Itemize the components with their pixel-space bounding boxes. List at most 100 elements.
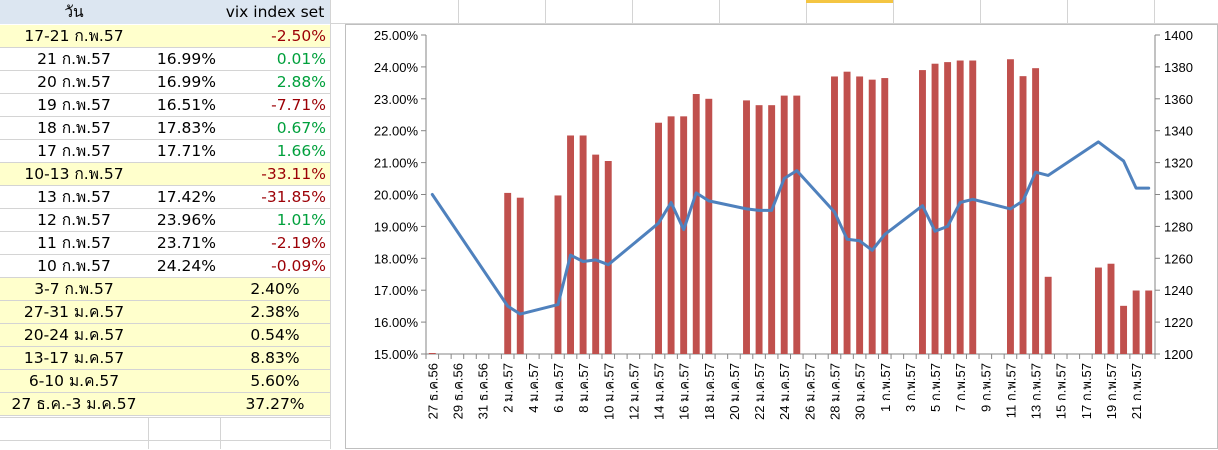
cell-change[interactable]: -0.09% [271,257,326,275]
y-right-tick-label: 1240 [1164,283,1193,298]
row-gridline [0,208,330,209]
table-row: 13 ก.พ.57 17.42% -31.85% [0,186,330,209]
bar [843,71,851,354]
cell-change[interactable]: 8.83% [250,349,300,367]
row-gridline [0,162,330,163]
cell-change[interactable]: -2.19% [271,234,326,252]
table-row: 3-7 ก.พ.57 2.40% [0,278,330,301]
bar [1132,290,1140,354]
cell-vix[interactable]: 24.24% [156,257,216,275]
cell-vix[interactable]: 23.96% [156,211,216,229]
cell-change[interactable]: 1.01% [276,211,326,229]
bar [692,94,700,354]
cell-change[interactable]: 0.54% [250,326,300,344]
cell-vix[interactable]: 23.71% [156,234,216,252]
bar [1019,76,1027,354]
row-gridline [0,185,330,186]
cell-vix[interactable] [148,393,220,416]
table-row: 17-21 ก.พ.57 -2.50% [0,25,330,48]
cell-change[interactable]: -7.71% [271,96,326,114]
cell-day[interactable]: 6-10 ม.ค.57 [28,372,120,390]
cell-change[interactable]: 2.38% [250,303,300,321]
cell-day[interactable]: 17 ก.พ.57 [37,142,111,160]
cell-vix[interactable]: 16.51% [156,96,216,114]
cell-day[interactable]: 21 ก.พ.57 [37,50,111,68]
table-row: 10 ก.พ.57 24.24% -0.09% [0,255,330,278]
bar [881,78,889,354]
row-gridline [0,47,330,48]
row-gridline [0,254,330,255]
bar [554,195,562,354]
vix-set-chart[interactable]: 15.00% 16.00% 17.00% 18.00% 19.00% 20.00% 21.0… [345,24,1218,449]
cell-vix[interactable] [148,370,220,393]
x-tick-label: 11 ก.พ.57 [1003,363,1018,418]
cell-change[interactable]: 2.40% [250,280,300,298]
cell-day[interactable]: 27 ธ.ค.-3 ม.ค.57 [11,395,137,413]
bar [680,116,688,354]
header-vix-index-set[interactable]: vix index set [225,3,325,21]
cell-day[interactable]: 11 ก.พ.57 [37,234,111,252]
cell-vix[interactable] [148,278,220,301]
cell-change[interactable]: 1.66% [276,142,326,160]
bar [743,100,750,355]
cell-change[interactable]: -2.50% [271,27,326,45]
column-gridline [545,0,546,24]
cell-change[interactable]: 0.67% [276,119,326,137]
cell-day[interactable]: 13-17 ม.ค.57 [23,349,125,367]
cell-vix[interactable] [148,163,220,186]
bar [655,122,662,354]
bar [969,60,977,355]
cell-day[interactable]: 20-24 ม.ค.57 [23,326,125,344]
header-day[interactable]: วัน [64,3,84,21]
cell-vix[interactable]: 16.99% [156,50,216,68]
x-tick-label: 31 ธ.ค.56 [476,363,491,419]
bar [793,95,801,355]
cell-day[interactable]: 20 ก.พ.57 [37,73,111,91]
y-right-tick-label: 1400 [1164,28,1193,43]
y-left-tick-label: 16.00% [374,315,419,330]
cell-day[interactable]: 18 ก.พ.57 [37,119,111,137]
cell-vix[interactable]: 17.71% [156,142,216,160]
cell-change[interactable]: 37.27% [245,395,305,413]
cell-change[interactable]: -33.11% [261,165,326,183]
cell-day[interactable]: 12 ก.พ.57 [37,211,111,229]
column-gridline [1067,0,1068,24]
x-tick-label: 6 ม.ค.57 [551,363,566,413]
cell-change[interactable]: 5.60% [250,372,300,390]
cell-day[interactable]: 3-7 ก.พ.57 [34,280,114,298]
cell-change[interactable]: -31.85% [261,188,326,206]
table-row: 13-17 ม.ค.57 8.83% [0,347,330,370]
cell-change[interactable]: 2.88% [276,73,326,91]
y-left-tick-label: 25.00% [374,28,419,43]
x-tick-label: 9 ก.พ.57 [978,363,993,412]
bar [1145,290,1153,354]
cell-day[interactable]: 13 ก.พ.57 [37,188,111,206]
bar [1032,68,1040,354]
x-tick-label: 27 ธ.ค.56 [425,363,440,419]
y-left-tick-label: 18.00% [374,251,419,266]
row-gridline [0,415,330,416]
x-tick-label: 2 ม.ค.57 [501,363,516,413]
cell-vix[interactable]: 16.99% [156,73,216,91]
x-tick-label: 15 ก.พ.57 [1054,363,1069,419]
x-tick-label: 17 ก.พ.57 [1079,363,1094,419]
cell-vix[interactable]: 17.42% [156,188,216,206]
row-gridline [0,277,330,278]
cell-day[interactable]: 10-13 ก.พ.57 [24,165,124,183]
cell-vix[interactable]: 17.83% [156,119,216,137]
cell-day[interactable]: 27-31 ม.ค.57 [23,303,125,321]
cell-change[interactable]: 0.01% [276,50,326,68]
cell-day[interactable]: 17-21 ก.พ.57 [24,27,124,45]
y-left-tick-label: 23.00% [374,92,419,107]
x-tick-label: 21 ก.พ.57 [1129,363,1144,419]
bar [667,116,675,354]
cell-day[interactable]: 19 ก.พ.57 [37,96,111,114]
cell-vix[interactable] [148,25,220,48]
cell-vix[interactable] [148,347,220,370]
cell-vix[interactable] [148,324,220,347]
chart-canvas: 15.00% 16.00% 17.00% 18.00% 19.00% 20.00% 21.0… [374,28,1193,420]
bar [1094,267,1102,354]
cell-vix[interactable] [148,301,220,324]
cell-day[interactable]: 10 ก.พ.57 [37,257,111,275]
